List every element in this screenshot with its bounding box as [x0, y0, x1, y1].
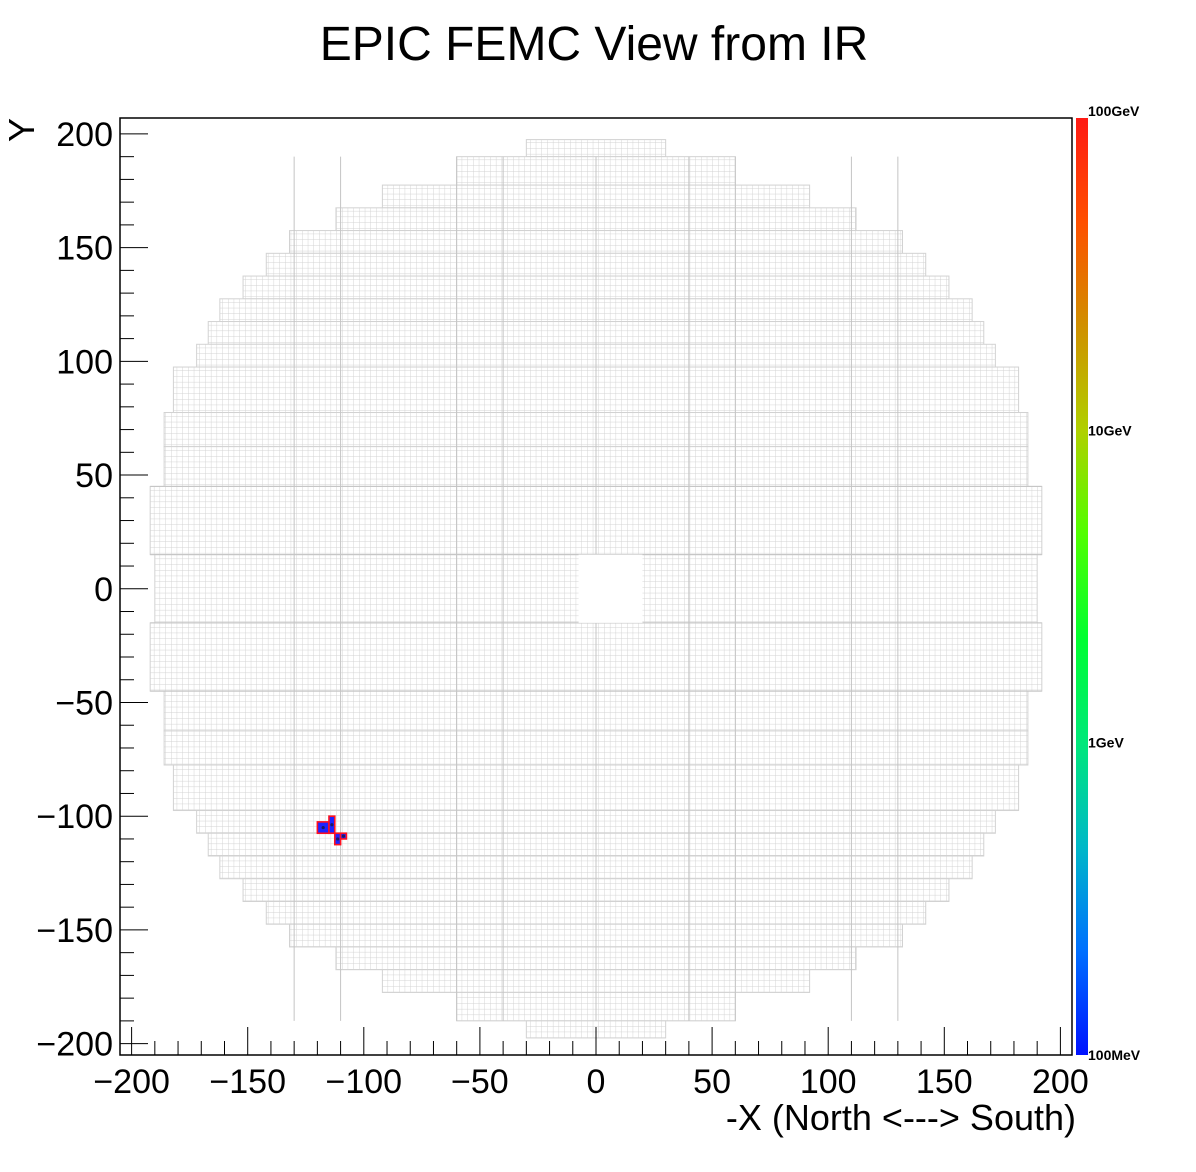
x-tick-label: −50 — [451, 1063, 509, 1101]
y-tick-label: −100 — [36, 798, 113, 836]
y-axis-label: Y — [1, 118, 42, 142]
y-tick-label: 0 — [94, 571, 113, 609]
x-axis-label: -X (North <---> South) — [726, 1097, 1076, 1138]
colorbar-label: 100MeV — [1088, 1047, 1141, 1063]
y-tick-label: 50 — [75, 457, 113, 495]
x-tick-label: −150 — [209, 1063, 286, 1101]
colorbar-label: 100GeV — [1088, 103, 1140, 119]
colorbar-labels: 100GeV 10GeV 1GeV 100MeV — [1088, 103, 1141, 1063]
chart-title: EPIC FEMC View from IR — [320, 18, 869, 71]
beam-hole — [578, 554, 643, 623]
colorbar — [1076, 118, 1088, 1055]
y-tick-label: −50 — [55, 684, 113, 722]
x-tick-label: 200 — [1032, 1063, 1089, 1101]
hit-marker — [321, 825, 325, 830]
energy-hits — [316, 815, 348, 846]
x-tick-label: 0 — [587, 1063, 606, 1101]
detector-row — [525, 139, 667, 158]
y-tick-label: 200 — [56, 116, 113, 154]
hit-marker — [336, 837, 340, 841]
y-tick-label: 100 — [56, 343, 113, 381]
hit-marker — [341, 834, 346, 838]
y-tick-label: 150 — [56, 230, 113, 268]
x-axis-ticks: −200 −150 −100 −50 0 50 100 150 200 — [93, 1027, 1089, 1101]
detector-cells — [149, 139, 1043, 1039]
y-axis-ticks: 200 150 100 50 0 −50 −100 −150 −200 — [36, 116, 148, 1064]
colorbar-label: 1GeV — [1088, 735, 1124, 751]
colorbar-label: 10GeV — [1088, 422, 1132, 438]
y-tick-label: −200 — [36, 1026, 113, 1064]
x-tick-label: 100 — [800, 1063, 857, 1101]
hit-marker — [330, 823, 334, 827]
x-tick-label: 50 — [693, 1063, 731, 1101]
x-tick-label: 150 — [916, 1063, 973, 1101]
x-tick-label: −200 — [93, 1063, 170, 1101]
x-tick-label: −100 — [326, 1063, 403, 1101]
y-tick-label: −150 — [36, 912, 113, 950]
